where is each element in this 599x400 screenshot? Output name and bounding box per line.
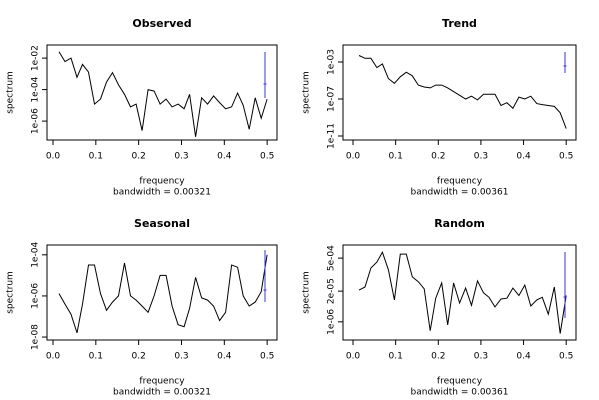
y-tick-label: 1e-11 bbox=[327, 123, 337, 149]
x-axis-label: frequency bbox=[139, 377, 185, 387]
y-tick-label: 1e-03 bbox=[327, 49, 337, 75]
panel-title: Observed bbox=[132, 17, 191, 30]
plot-frame bbox=[46, 244, 278, 341]
x-tick-label: 0.2 bbox=[131, 352, 145, 362]
x-tick-label: 0.3 bbox=[474, 352, 488, 362]
x-tick-label: 0.1 bbox=[388, 152, 402, 162]
subtitle: bandwidth = 0.00321 bbox=[113, 388, 211, 398]
x-tick-label: 0.1 bbox=[89, 352, 103, 362]
x-tick-label: 0.3 bbox=[474, 152, 488, 162]
x-tick-label: 0.5 bbox=[559, 152, 573, 162]
x-tick-label: 0.4 bbox=[217, 152, 232, 162]
y-tick-label: 1e-04 bbox=[31, 242, 41, 268]
spectrum-line bbox=[358, 55, 567, 129]
y-axis-label: spectrum bbox=[6, 271, 16, 314]
y-tick-label: 1e-07 bbox=[327, 86, 337, 112]
y-axis-label: spectrum bbox=[302, 271, 312, 314]
plot-frame bbox=[342, 244, 577, 341]
panel-title: Random bbox=[434, 217, 485, 230]
x-tick-label: 0.2 bbox=[131, 152, 145, 162]
x-tick-label: 0.4 bbox=[516, 152, 531, 162]
y-tick-label: 5e-04 bbox=[327, 245, 337, 271]
x-tick-label: 0.0 bbox=[346, 352, 361, 362]
x-tick-label: 0.2 bbox=[431, 352, 445, 362]
y-tick-label: 1e-06 bbox=[31, 108, 41, 134]
x-tick-label: 0.0 bbox=[46, 352, 61, 362]
x-tick-label: 0.5 bbox=[559, 352, 573, 362]
panel-title: Seasonal bbox=[134, 217, 190, 230]
spectrum-line bbox=[58, 51, 268, 137]
y-tick-label: 1e-04 bbox=[31, 76, 41, 102]
x-tick-label: 0.5 bbox=[260, 152, 274, 162]
y-tick-label: 1e-08 bbox=[31, 324, 41, 350]
x-tick-label: 0.1 bbox=[388, 352, 402, 362]
y-tick-label: 1e-06 bbox=[31, 283, 41, 309]
x-tick-label: 0.3 bbox=[174, 152, 188, 162]
panel-title: Trend bbox=[442, 17, 477, 30]
x-tick-label: 0.3 bbox=[174, 352, 188, 362]
x-tick-label: 0.1 bbox=[89, 152, 103, 162]
spectrum-line bbox=[58, 254, 268, 334]
spectrum-line bbox=[358, 250, 567, 334]
y-tick-label: 2e-05 bbox=[327, 278, 337, 304]
x-tick-label: 0.4 bbox=[217, 352, 232, 362]
x-tick-label: 0.0 bbox=[346, 152, 361, 162]
y-axis-label: spectrum bbox=[6, 71, 16, 114]
y-axis-label: spectrum bbox=[302, 71, 312, 114]
subtitle: bandwidth = 0.00361 bbox=[411, 388, 509, 398]
plot-frame bbox=[46, 44, 278, 141]
ci-bars bbox=[263, 52, 567, 318]
x-axis-label: frequency bbox=[437, 177, 483, 187]
x-tick-label: 0.5 bbox=[260, 352, 274, 362]
x-tick-label: 0.4 bbox=[516, 352, 531, 362]
subtitle: bandwidth = 0.00321 bbox=[113, 188, 211, 198]
subtitle: bandwidth = 0.00361 bbox=[411, 188, 509, 198]
y-tick-label: 1e-02 bbox=[31, 45, 41, 71]
plot-frame bbox=[342, 44, 577, 141]
x-tick-label: 0.2 bbox=[431, 152, 445, 162]
y-tick-label: 1e-06 bbox=[327, 309, 337, 335]
x-axis-label: frequency bbox=[139, 177, 185, 187]
x-axis-label: frequency bbox=[437, 377, 483, 387]
x-tick-label: 0.0 bbox=[46, 152, 61, 162]
